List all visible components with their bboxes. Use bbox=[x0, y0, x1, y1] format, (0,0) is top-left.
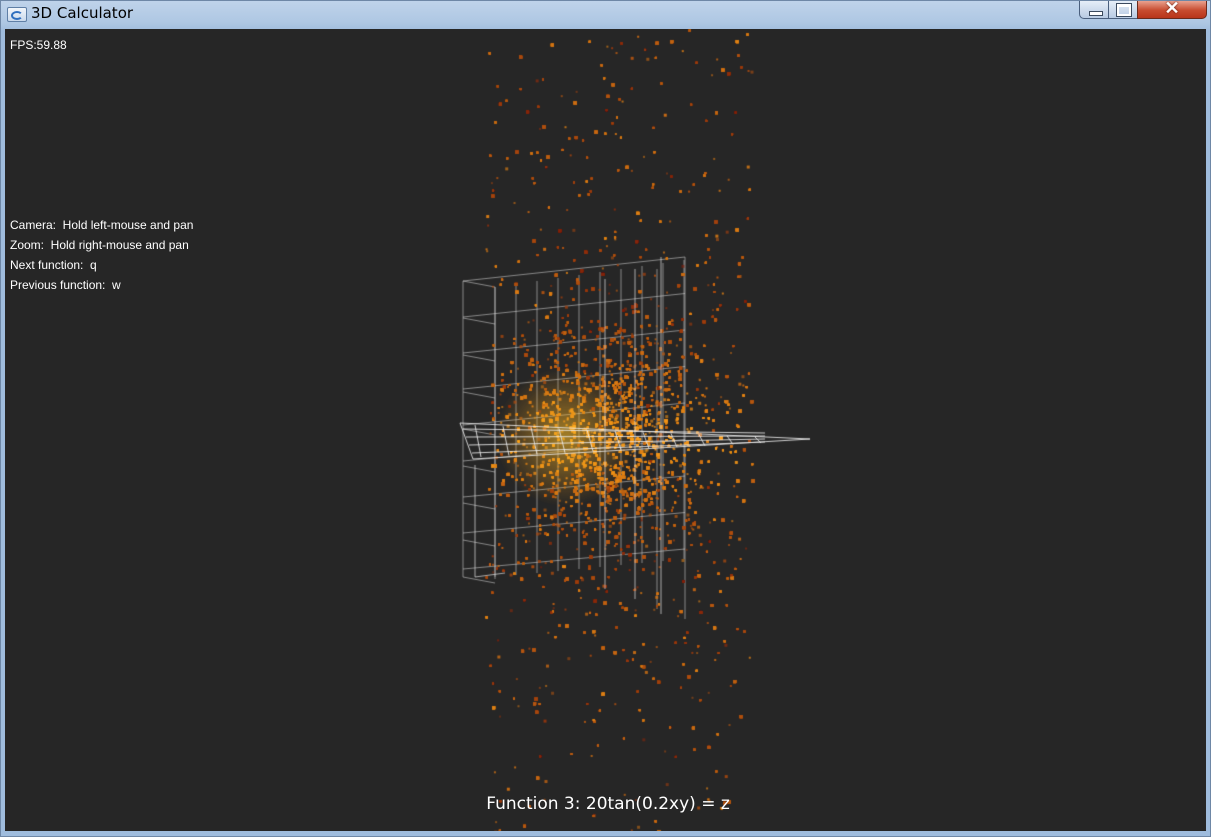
render-viewport[interactable]: FPS:59.88 Camera: Hold left-mouse and pa… bbox=[5, 29, 1206, 831]
close-icon: ✕ bbox=[1164, 0, 1180, 18]
app-icon bbox=[7, 7, 27, 22]
function-label: Function 3: 20tan(0.2xy) = z bbox=[486, 794, 730, 814]
window-title: 3D Calculator bbox=[31, 4, 134, 22]
help-camera: Camera: Hold left-mouse and pan bbox=[10, 218, 194, 232]
title-bar[interactable]: 3D Calculator ✕ bbox=[1, 0, 1210, 29]
help-previous-function: Previous function: w bbox=[10, 278, 121, 292]
maximize-button[interactable] bbox=[1108, 1, 1138, 19]
close-button[interactable]: ✕ bbox=[1137, 0, 1207, 19]
minimize-button[interactable] bbox=[1079, 1, 1109, 19]
point-cloud-canvas[interactable] bbox=[5, 29, 1206, 831]
help-zoom: Zoom: Hold right-mouse and pan bbox=[10, 238, 189, 252]
help-next-function: Next function: q bbox=[10, 258, 97, 272]
fps-counter: FPS:59.88 bbox=[10, 38, 67, 52]
